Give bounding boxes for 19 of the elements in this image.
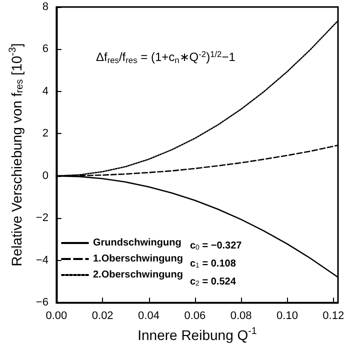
legend-label: 1.Oberschwingung: [93, 254, 184, 264]
x-tick-label: 0.12: [322, 310, 344, 322]
x-tick-label: 0.08: [230, 310, 252, 322]
y-tick-label: −4: [36, 254, 48, 266]
legend-label: 2.Oberschwingung: [93, 270, 184, 280]
x-tick-label: 0.10: [276, 310, 298, 322]
y-axis-title: Relative Verschiebung von fres [10-3]: [8, 43, 26, 266]
x-tick-label: 0.02: [92, 310, 114, 322]
y-tick-label: −6: [36, 296, 48, 309]
x-tick-label: 0.04: [138, 310, 160, 322]
y-tick-label: 6: [42, 43, 48, 56]
legend-label: Grundschwingung: [93, 238, 182, 248]
y-tick-label: 4: [42, 85, 48, 98]
y-tick-label: 2: [42, 128, 48, 140]
y-tick-label: 0: [42, 170, 48, 182]
x-tick-label: 0.06: [184, 310, 206, 322]
y-tick-label: −2: [36, 212, 48, 224]
y-tick-label: 8: [42, 1, 48, 13]
x-tick-label: 0.00: [46, 310, 68, 322]
